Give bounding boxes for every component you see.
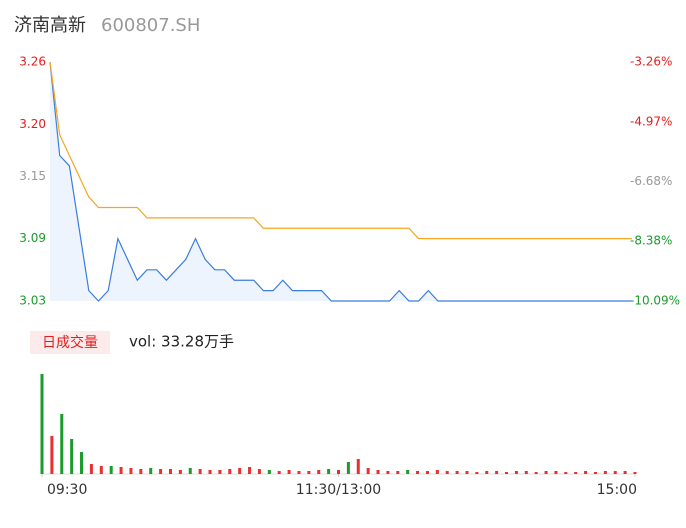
volume-bar: [366, 468, 370, 474]
volume-bar: [416, 471, 420, 474]
volume-bar: [257, 469, 261, 474]
volume-bar: [376, 470, 380, 474]
average-line: [49, 61, 632, 240]
volume-bar: [613, 471, 617, 474]
volume-badge: [30, 331, 110, 354]
volume-bar: [168, 469, 172, 474]
y-tick-label: 3.15: [19, 169, 46, 183]
volume-text: vol: 33.28万手: [129, 333, 234, 351]
volume-bar: [455, 471, 459, 474]
y2-tick-label: -8.38%: [630, 234, 672, 248]
volume-bar: [267, 470, 271, 474]
volume-bar: [505, 472, 509, 474]
volume-bar: [623, 471, 627, 474]
volume-bar: [248, 467, 252, 474]
volume-bar: [396, 471, 400, 474]
volume-bar: [435, 470, 439, 474]
x-tick-label: 15:00: [597, 482, 637, 498]
volume-bar: [554, 471, 558, 474]
volume-bar: [40, 374, 44, 474]
y2-tick-label: -4.97%: [630, 114, 672, 128]
y-tick-label: 3.26: [19, 55, 46, 69]
stock-code: 600807.SH: [101, 15, 200, 36]
y2-tick-label: -10.09%: [630, 294, 680, 308]
price-area: [50, 62, 632, 301]
y-tick-label: 3.09: [19, 231, 46, 245]
volume-bar: [60, 414, 64, 474]
volume-label: 日成交量: [42, 334, 98, 351]
volume-bar: [129, 468, 133, 474]
y-tick-label: 3.03: [19, 294, 46, 308]
volume-bar: [495, 471, 499, 474]
volume-bar: [109, 466, 113, 474]
volume-bar: [188, 468, 192, 474]
volume-bar: [485, 471, 489, 474]
volume-bar: [534, 472, 538, 474]
volume-bar: [307, 471, 311, 474]
volume-bar: [386, 471, 390, 474]
volume-bar: [99, 466, 103, 474]
volume-bar: [603, 471, 607, 474]
volume-bar: [514, 471, 518, 474]
x-tick-label: 11:30/13:00: [296, 482, 381, 498]
price-line: [49, 61, 632, 302]
volume-bar: [317, 470, 321, 474]
volume-bar: [574, 472, 578, 474]
volume-bar: [178, 470, 182, 474]
volume-bar: [228, 469, 232, 474]
volume-bar: [465, 471, 469, 474]
volume-bar: [277, 471, 281, 474]
volume-bar: [327, 469, 331, 474]
volume-bar: [425, 471, 429, 474]
volume-bar: [584, 471, 588, 474]
volume-bar: [218, 470, 222, 474]
volume-bar: [238, 468, 242, 474]
volume-bar: [475, 472, 479, 474]
volume-bar: [356, 459, 360, 474]
volume-bar: [70, 439, 74, 474]
volume-bar: [337, 470, 340, 474]
x-tick-label: 09:30: [47, 482, 87, 498]
volume-bar: [198, 469, 202, 474]
volume-bar: [445, 471, 449, 474]
volume-bar: [50, 436, 54, 474]
volume-bar: [208, 470, 212, 474]
volume-bar: [149, 468, 153, 474]
y2-tick-label: -6.68%: [630, 174, 672, 188]
volume-bar: [633, 472, 637, 474]
volume-bar: [406, 470, 410, 474]
y2-tick-label: -3.26%: [630, 55, 672, 69]
volume-bar: [524, 471, 528, 474]
volume-bar: [564, 472, 568, 474]
volume-bar: [80, 452, 84, 474]
volume-bar: [297, 471, 301, 474]
volume-bar: [593, 472, 597, 474]
stock-name: 济南高新: [14, 15, 86, 36]
volume-bar: [89, 464, 93, 474]
y-tick-label: 3.20: [19, 117, 46, 131]
volume-bar: [544, 471, 548, 474]
volume-bar: [159, 469, 163, 474]
volume-bar: [139, 469, 143, 474]
volume-bar: [287, 470, 291, 474]
volume-bar: [119, 467, 123, 474]
volume-bar: [346, 462, 350, 474]
